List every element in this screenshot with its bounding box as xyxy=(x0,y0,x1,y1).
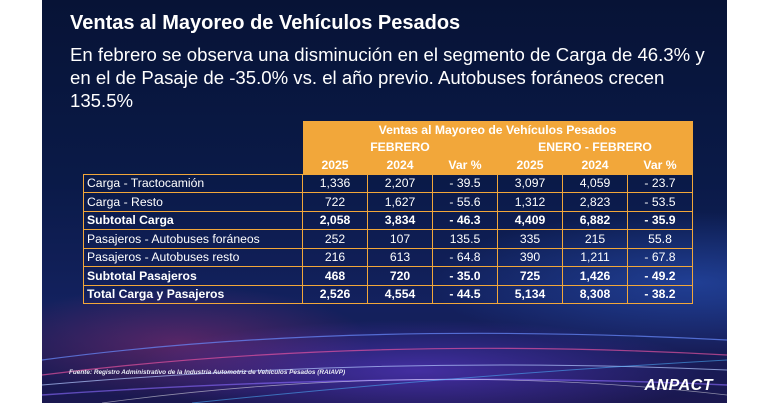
table-cell: - 39.5 xyxy=(432,173,498,193)
column-header: 2024 xyxy=(367,156,433,174)
source-note: Fuente: Registro Administrativo de la In… xyxy=(69,369,346,376)
table-row: Subtotal Pasajeros 468 720- 35.0 725 1,426- … xyxy=(83,266,693,286)
table-row: Carga - Resto 722 1,627- 55.6 1,312 2,823- 5… xyxy=(83,192,693,212)
table-cell: 335 xyxy=(497,229,563,249)
slide: Ventas al Mayoreo de Vehículos Pesados E… xyxy=(42,0,727,403)
table-cell: 5,134 xyxy=(497,284,563,304)
table-cell: - 38.2 xyxy=(627,284,693,304)
anpact-logo: ANPACT xyxy=(644,377,713,394)
table-cell: 1,336 xyxy=(302,173,368,193)
table-cell: 2,823 xyxy=(562,192,628,212)
table-cell: - 55.6 xyxy=(432,192,498,212)
row-label: Subtotal Pasajeros xyxy=(83,266,303,286)
light-streaks-decoration xyxy=(42,332,727,403)
table-cell: 722 xyxy=(302,192,368,212)
table-body: Carga - Tractocamión 1,336 2,207- 39.5 3,09… xyxy=(83,173,693,304)
table-cell: 4,554 xyxy=(367,284,433,304)
table-row: Pasajeros - Autobuses resto 216 613- 64.8 3… xyxy=(83,247,693,267)
row-label: Subtotal Carga xyxy=(83,210,303,230)
table-cell: 720 xyxy=(367,266,433,286)
table-cell: 135.5 xyxy=(432,229,498,249)
column-header: Var % xyxy=(627,156,693,174)
table-cell: - 23.7 xyxy=(627,173,693,193)
group-header-ytd: ENERO - FEBRERO xyxy=(497,138,693,156)
column-header: 2025 xyxy=(497,156,563,174)
table-cell: - 53.5 xyxy=(627,192,693,212)
table-cell: 1,426 xyxy=(562,266,628,286)
table-cell: 107 xyxy=(367,229,433,249)
table-header-title: Ventas al Mayoreo de Vehículos Pesados xyxy=(302,121,693,139)
group-header-feb: FEBRERO xyxy=(302,138,498,156)
table-cell: - 44.5 xyxy=(432,284,498,304)
table-cell: 4,059 xyxy=(562,173,628,193)
table-cell: 390 xyxy=(497,247,563,267)
table-cell: 6,882 xyxy=(562,210,628,230)
column-header: Var % xyxy=(432,156,498,174)
row-label: Pasajeros - Autobuses resto xyxy=(83,247,303,267)
table-cell: 2,058 xyxy=(302,210,368,230)
table-cell: - 35.9 xyxy=(627,210,693,230)
table-cell: - 46.3 xyxy=(432,210,498,230)
table-row: Total Carga y Pasajeros 2,526 4,554- 44.5 5… xyxy=(83,284,693,304)
table-cell: 216 xyxy=(302,247,368,267)
table-header-columns-row: 2025 2024 Var % 2025 2024 Var % xyxy=(84,156,693,174)
page-subtitle: En febrero se observa una disminución en… xyxy=(70,44,705,111)
table-row: Subtotal Carga 2,058 3,834- 46.3 4,409 6,882… xyxy=(83,210,693,230)
row-label: Carga - Resto xyxy=(83,192,303,212)
table-cell: 1,312 xyxy=(497,192,563,212)
table-row: Carga - Tractocamión 1,336 2,207- 39.5 3,09… xyxy=(83,173,693,193)
table-cell: 725 xyxy=(497,266,563,286)
sales-table: Ventas al Mayoreo de Vehículos Pesados F… xyxy=(83,121,693,304)
row-label: Carga - Tractocamión xyxy=(83,173,303,193)
table-cell: 613 xyxy=(367,247,433,267)
table-header-title-row: Ventas al Mayoreo de Vehículos Pesados xyxy=(84,121,693,139)
table-cell: 55.8 xyxy=(627,229,693,249)
table-cell: 3,097 xyxy=(497,173,563,193)
table-cell: 2,207 xyxy=(367,173,433,193)
table-cell: 2,526 xyxy=(302,284,368,304)
table-row: Pasajeros - Autobuses foráneos 252 107 135.… xyxy=(83,229,693,249)
table-cell: 468 xyxy=(302,266,368,286)
table-header-group-row: FEBRERO ENERO - FEBRERO xyxy=(84,138,693,156)
table-cell: 1,211 xyxy=(562,247,628,267)
column-header: 2025 xyxy=(302,156,368,174)
table-cell: 4,409 xyxy=(497,210,563,230)
table-cell: 252 xyxy=(302,229,368,249)
table-cell: 1,627 xyxy=(367,192,433,212)
row-label: Pasajeros - Autobuses foráneos xyxy=(83,229,303,249)
table-cell: 8,308 xyxy=(562,284,628,304)
table-cell: 3,834 xyxy=(367,210,433,230)
table-cell: - 49.2 xyxy=(627,266,693,286)
table-cell: - 67.8 xyxy=(627,247,693,267)
table-cell: 215 xyxy=(562,229,628,249)
column-header: 2024 xyxy=(562,156,628,174)
table-cell: - 64.8 xyxy=(432,247,498,267)
page-title: Ventas al Mayoreo de Vehículos Pesados xyxy=(70,12,461,34)
row-label: Total Carga y Pasajeros xyxy=(83,284,303,304)
table-cell: - 35.0 xyxy=(432,266,498,286)
